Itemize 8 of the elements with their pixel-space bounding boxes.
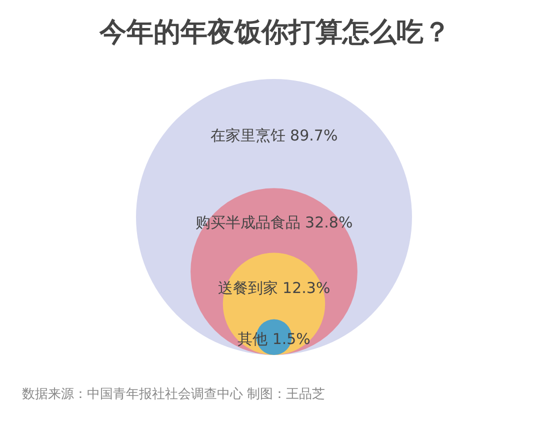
category-label: 送餐到家: [218, 278, 278, 297]
data-label: 89.7%: [290, 126, 338, 144]
data-label: 32.8%: [305, 213, 353, 232]
data-label: 12.3%: [282, 278, 330, 297]
category-label: 在家里烹饪: [210, 126, 286, 144]
source-note: 数据来源：中国青年报社社会调查中心 制图：王品芝: [22, 386, 326, 404]
category-label: 购买半成品食品: [195, 213, 300, 232]
text: 今年的年夜饭你打算怎么吃？: [98, 16, 452, 50]
